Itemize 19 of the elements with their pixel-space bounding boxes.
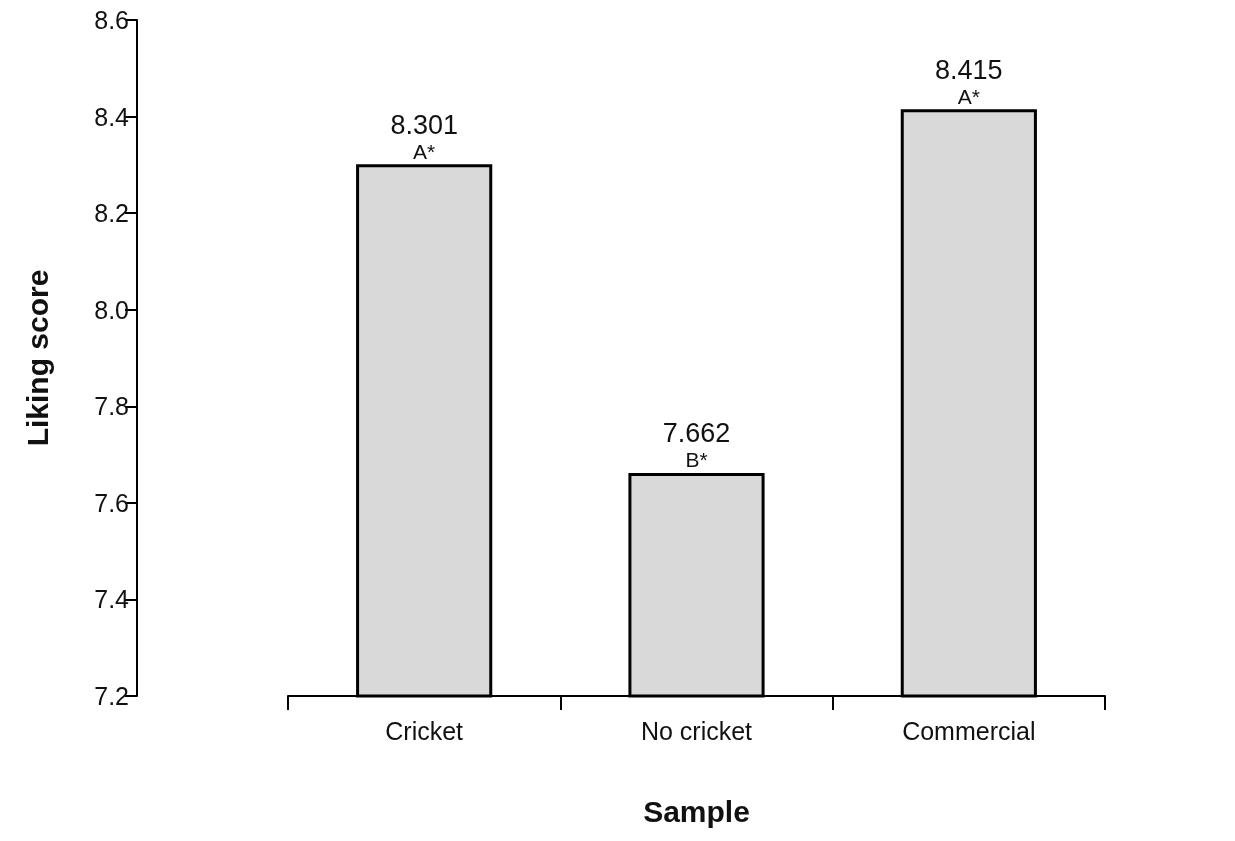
x-axis-title: Sample <box>643 794 750 828</box>
annotation: A* <box>413 139 436 163</box>
y-tick-label: 8.6 <box>94 6 129 34</box>
x-tick-label: Cricket <box>385 716 464 745</box>
data-label: 7.662 <box>662 418 731 449</box>
data-label: 8.301 <box>390 109 458 140</box>
annotation: B* <box>685 448 708 472</box>
y-tick-label: 7.2 <box>94 682 129 710</box>
y-axis-title: Liking score <box>20 269 54 447</box>
y-tick-label: 7.6 <box>94 488 129 517</box>
x-tick-label: Commercial <box>902 716 1036 745</box>
y-tick-label: 7.8 <box>94 392 129 421</box>
y-tick-label: 8.4 <box>94 102 130 131</box>
y-tick-label: 7.4 <box>94 585 130 614</box>
y-tick-label: 8.2 <box>94 199 129 228</box>
data-label: 8.415 <box>935 54 1003 85</box>
x-tick-label: No cricket <box>640 716 753 745</box>
y-tick-label: 8.0 <box>94 295 129 324</box>
annotation: A* <box>957 84 980 108</box>
